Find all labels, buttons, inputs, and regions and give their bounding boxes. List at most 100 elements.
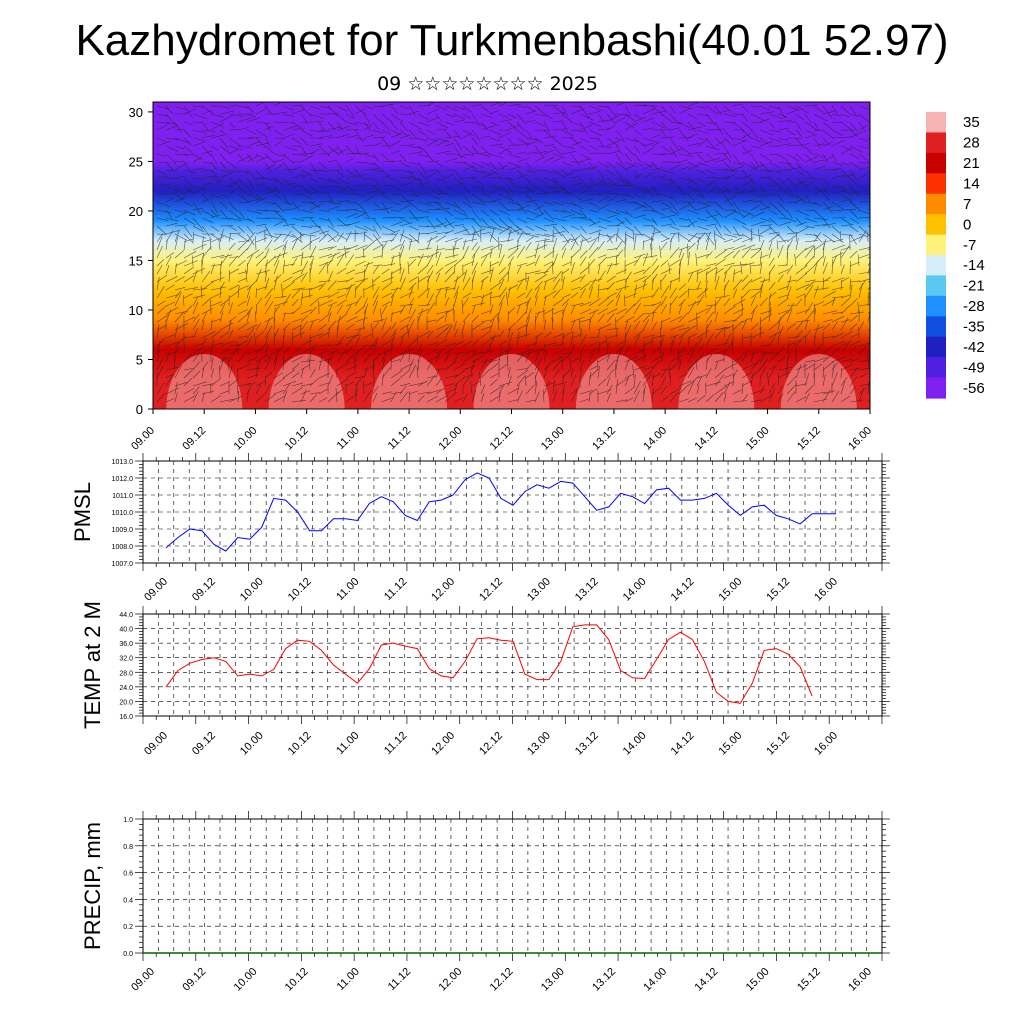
wind-vector bbox=[291, 238, 298, 251]
wind-vector bbox=[507, 144, 519, 147]
wind-vector bbox=[300, 315, 309, 323]
wind-vector bbox=[471, 121, 486, 127]
wind-vector bbox=[489, 304, 494, 315]
wind-vector bbox=[273, 252, 288, 259]
wind-vector bbox=[363, 367, 368, 379]
wind-vector bbox=[399, 176, 415, 179]
wind-vector bbox=[849, 284, 853, 299]
wind-vector bbox=[390, 121, 399, 131]
wind-vector bbox=[822, 233, 836, 243]
wind-vector bbox=[579, 177, 588, 188]
wind-vector bbox=[453, 376, 465, 387]
wind-vector bbox=[651, 175, 667, 179]
wind-vector bbox=[642, 312, 657, 315]
wind-vector bbox=[507, 244, 521, 251]
wind-vector bbox=[705, 280, 708, 291]
wind-vector bbox=[390, 287, 399, 299]
wind-vector bbox=[696, 169, 707, 175]
wind-vector bbox=[371, 323, 374, 339]
wind-vector bbox=[273, 177, 284, 186]
wind-vector bbox=[462, 297, 469, 307]
wind-vector bbox=[363, 177, 374, 180]
wind-vector bbox=[570, 331, 574, 347]
x-tick-label: 13.00 bbox=[539, 966, 567, 994]
wind-vector bbox=[624, 225, 633, 232]
wind-vector bbox=[678, 260, 682, 275]
wind-vector bbox=[615, 145, 624, 156]
wind-vector bbox=[534, 281, 543, 291]
wind-vector bbox=[471, 113, 481, 126]
wind-vector bbox=[309, 203, 324, 211]
wind-vector bbox=[660, 285, 670, 299]
wind-vector bbox=[660, 386, 667, 395]
wind-vector bbox=[399, 291, 414, 299]
wind-vector bbox=[543, 129, 555, 140]
wind-vector bbox=[444, 209, 453, 216]
wind-vector bbox=[795, 209, 810, 217]
wind-vector bbox=[858, 166, 870, 171]
wind-vector bbox=[453, 105, 466, 111]
wind-vector bbox=[381, 373, 384, 387]
wind-vector bbox=[705, 231, 712, 243]
wind-vector bbox=[219, 105, 231, 109]
wind-vector bbox=[480, 209, 490, 217]
wind-vector bbox=[660, 296, 667, 307]
wind-vector bbox=[435, 339, 448, 347]
wind-vector bbox=[354, 383, 358, 395]
wind-vector bbox=[354, 201, 366, 211]
wind-vector bbox=[723, 326, 726, 339]
wind-vector bbox=[453, 217, 464, 220]
wind-vector bbox=[390, 216, 406, 219]
wind-vector bbox=[453, 291, 459, 307]
wind-vector bbox=[444, 383, 455, 387]
wind-vector bbox=[219, 302, 226, 315]
wind-vector bbox=[228, 148, 239, 155]
wind-vector bbox=[507, 193, 515, 203]
wind-vector bbox=[453, 351, 460, 363]
wind-vector bbox=[462, 354, 477, 363]
wind-vector bbox=[192, 137, 205, 141]
wind-vector bbox=[444, 217, 455, 229]
wind-vector bbox=[840, 193, 853, 203]
wind-vector bbox=[714, 128, 725, 131]
x-tick-label: 14.12 bbox=[669, 576, 697, 604]
wind-vector bbox=[300, 324, 302, 339]
wind-vector bbox=[327, 304, 333, 315]
wind-vector bbox=[246, 209, 262, 214]
wind-vector bbox=[768, 388, 776, 403]
wind-vector bbox=[300, 152, 315, 155]
wind-vector bbox=[696, 394, 706, 403]
wind-vector bbox=[381, 281, 393, 291]
wind-vector bbox=[237, 225, 245, 233]
wind-vector bbox=[336, 209, 350, 212]
x-tick-label: 13.12 bbox=[573, 576, 601, 604]
wind-vector bbox=[336, 315, 341, 331]
wind-vector bbox=[327, 147, 339, 155]
wind-vector bbox=[354, 108, 366, 115]
wind-vector bbox=[372, 142, 382, 147]
wind-vector bbox=[822, 141, 833, 147]
wind-vector bbox=[435, 140, 448, 147]
wind-vector bbox=[867, 286, 870, 291]
wind-vector bbox=[435, 201, 445, 210]
wind-vector bbox=[444, 323, 453, 331]
wind-vector bbox=[480, 135, 490, 139]
wind-vector bbox=[822, 243, 825, 259]
wind-vector bbox=[354, 317, 368, 323]
wind-vector bbox=[777, 221, 791, 227]
wind-vector bbox=[435, 267, 444, 275]
wind-vector bbox=[525, 177, 536, 190]
wind-vector bbox=[660, 121, 672, 132]
wind-vector bbox=[363, 190, 379, 195]
wind-vector bbox=[714, 326, 726, 339]
wind-vector bbox=[606, 137, 620, 147]
wind-vector bbox=[660, 268, 672, 275]
wind-vector bbox=[741, 149, 754, 155]
wind-vector bbox=[489, 176, 502, 179]
wind-vector bbox=[174, 121, 182, 133]
wind-vector bbox=[453, 286, 460, 299]
wind-vector bbox=[471, 338, 480, 347]
wind-vector bbox=[552, 120, 564, 123]
x-tick-label: 09.12 bbox=[180, 425, 208, 453]
wind-vector bbox=[768, 129, 781, 133]
